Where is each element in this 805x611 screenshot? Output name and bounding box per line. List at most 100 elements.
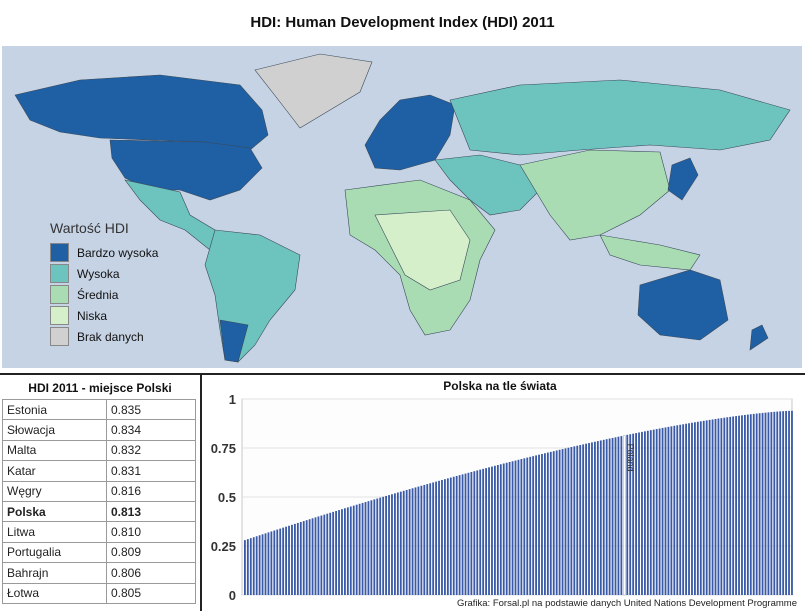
bar (591, 442, 593, 595)
legend-title: Wartość HDI (50, 220, 129, 236)
legend-swatch (50, 327, 69, 346)
bar (261, 534, 264, 595)
bar (708, 419, 711, 595)
value-cell: 0.834 (106, 419, 196, 441)
bar (729, 416, 732, 595)
legend-item: Bardzo wysoka (50, 242, 200, 263)
bar (258, 535, 261, 595)
bar (435, 481, 437, 595)
bar (305, 520, 308, 595)
bar (529, 456, 532, 595)
bar (538, 454, 540, 595)
bar (464, 473, 467, 595)
country-cell: Litwa (2, 521, 107, 543)
value-cell: 0.805 (106, 582, 196, 604)
y-tick-label: 0.5 (218, 490, 236, 505)
africa-central (374, 209, 471, 291)
bar (458, 475, 461, 595)
bar (255, 536, 258, 595)
value-cell: 0.831 (106, 460, 196, 482)
bar (738, 415, 740, 595)
bar (444, 479, 446, 595)
country-cell: Portugalia (2, 541, 107, 564)
bar (441, 479, 443, 595)
bar (273, 530, 276, 595)
bar (461, 474, 464, 595)
japan (667, 157, 699, 201)
bar (726, 417, 729, 595)
bar (449, 477, 452, 595)
bar (452, 476, 455, 595)
bar (788, 410, 790, 595)
bar (455, 475, 458, 595)
bar (564, 448, 567, 595)
bar (570, 447, 573, 595)
bar (373, 499, 376, 595)
poland-annotation: Poland (625, 444, 635, 472)
bar (364, 502, 367, 595)
bar (544, 453, 546, 595)
bar (302, 521, 305, 595)
bar (391, 494, 393, 595)
bottom-section: HDI 2011 - miejsce Polski Estonia 0.835 S… (0, 373, 805, 611)
bar (702, 420, 705, 595)
new-zealand (749, 324, 769, 351)
table-row-highlight: Polska 0.813 (2, 500, 196, 523)
bar (249, 538, 252, 595)
legend-item: Niska (50, 305, 200, 326)
bar (267, 532, 270, 595)
bar (776, 411, 779, 595)
ranking-panel: HDI 2011 - miejsce Polski Estonia 0.835 S… (0, 375, 202, 611)
bar (438, 480, 440, 595)
y-tick-labels: 0 0.25 0.5 0.75 1 (211, 392, 236, 603)
bar (382, 496, 385, 595)
bar (291, 524, 293, 595)
country-cell: Estonia (2, 398, 107, 421)
bar (335, 510, 337, 595)
bar (599, 440, 602, 595)
bar (414, 487, 417, 595)
table-row: Malta 0.832 (2, 439, 196, 462)
bar (294, 523, 296, 595)
bar (579, 445, 582, 595)
bar (494, 465, 496, 595)
bar (705, 420, 708, 595)
bar (517, 459, 520, 595)
value-cell: 0.835 (106, 398, 196, 421)
legend-swatch (50, 306, 69, 325)
country-cell: Łotwa (2, 582, 107, 604)
bar (667, 426, 670, 595)
bar (296, 522, 299, 595)
bar (338, 510, 340, 595)
bar (485, 468, 487, 595)
bar (252, 537, 255, 595)
bar (791, 410, 793, 595)
bar (355, 504, 358, 595)
legend-item: Wysoka (50, 263, 200, 284)
bar (658, 428, 661, 595)
bar (685, 423, 687, 595)
bar (649, 430, 652, 595)
bar (332, 511, 335, 595)
bar (361, 502, 364, 595)
bar (711, 419, 714, 595)
legend-label: Bardzo wysoka (77, 245, 159, 260)
legend-swatch (50, 264, 69, 283)
bar (514, 460, 517, 595)
bar (405, 489, 408, 595)
bar (299, 522, 302, 595)
bar (482, 468, 485, 595)
bar (505, 462, 508, 595)
page-title: HDI: Human Development Index (HDI) 2011 (250, 14, 555, 31)
bar (670, 426, 673, 595)
bar (276, 529, 279, 595)
bar (491, 466, 493, 595)
bar (732, 416, 735, 595)
bar (714, 418, 717, 595)
bar (476, 470, 479, 595)
bar (502, 463, 505, 595)
bar (426, 484, 429, 595)
bar (279, 528, 282, 595)
bar (320, 515, 323, 595)
bar (288, 525, 290, 595)
